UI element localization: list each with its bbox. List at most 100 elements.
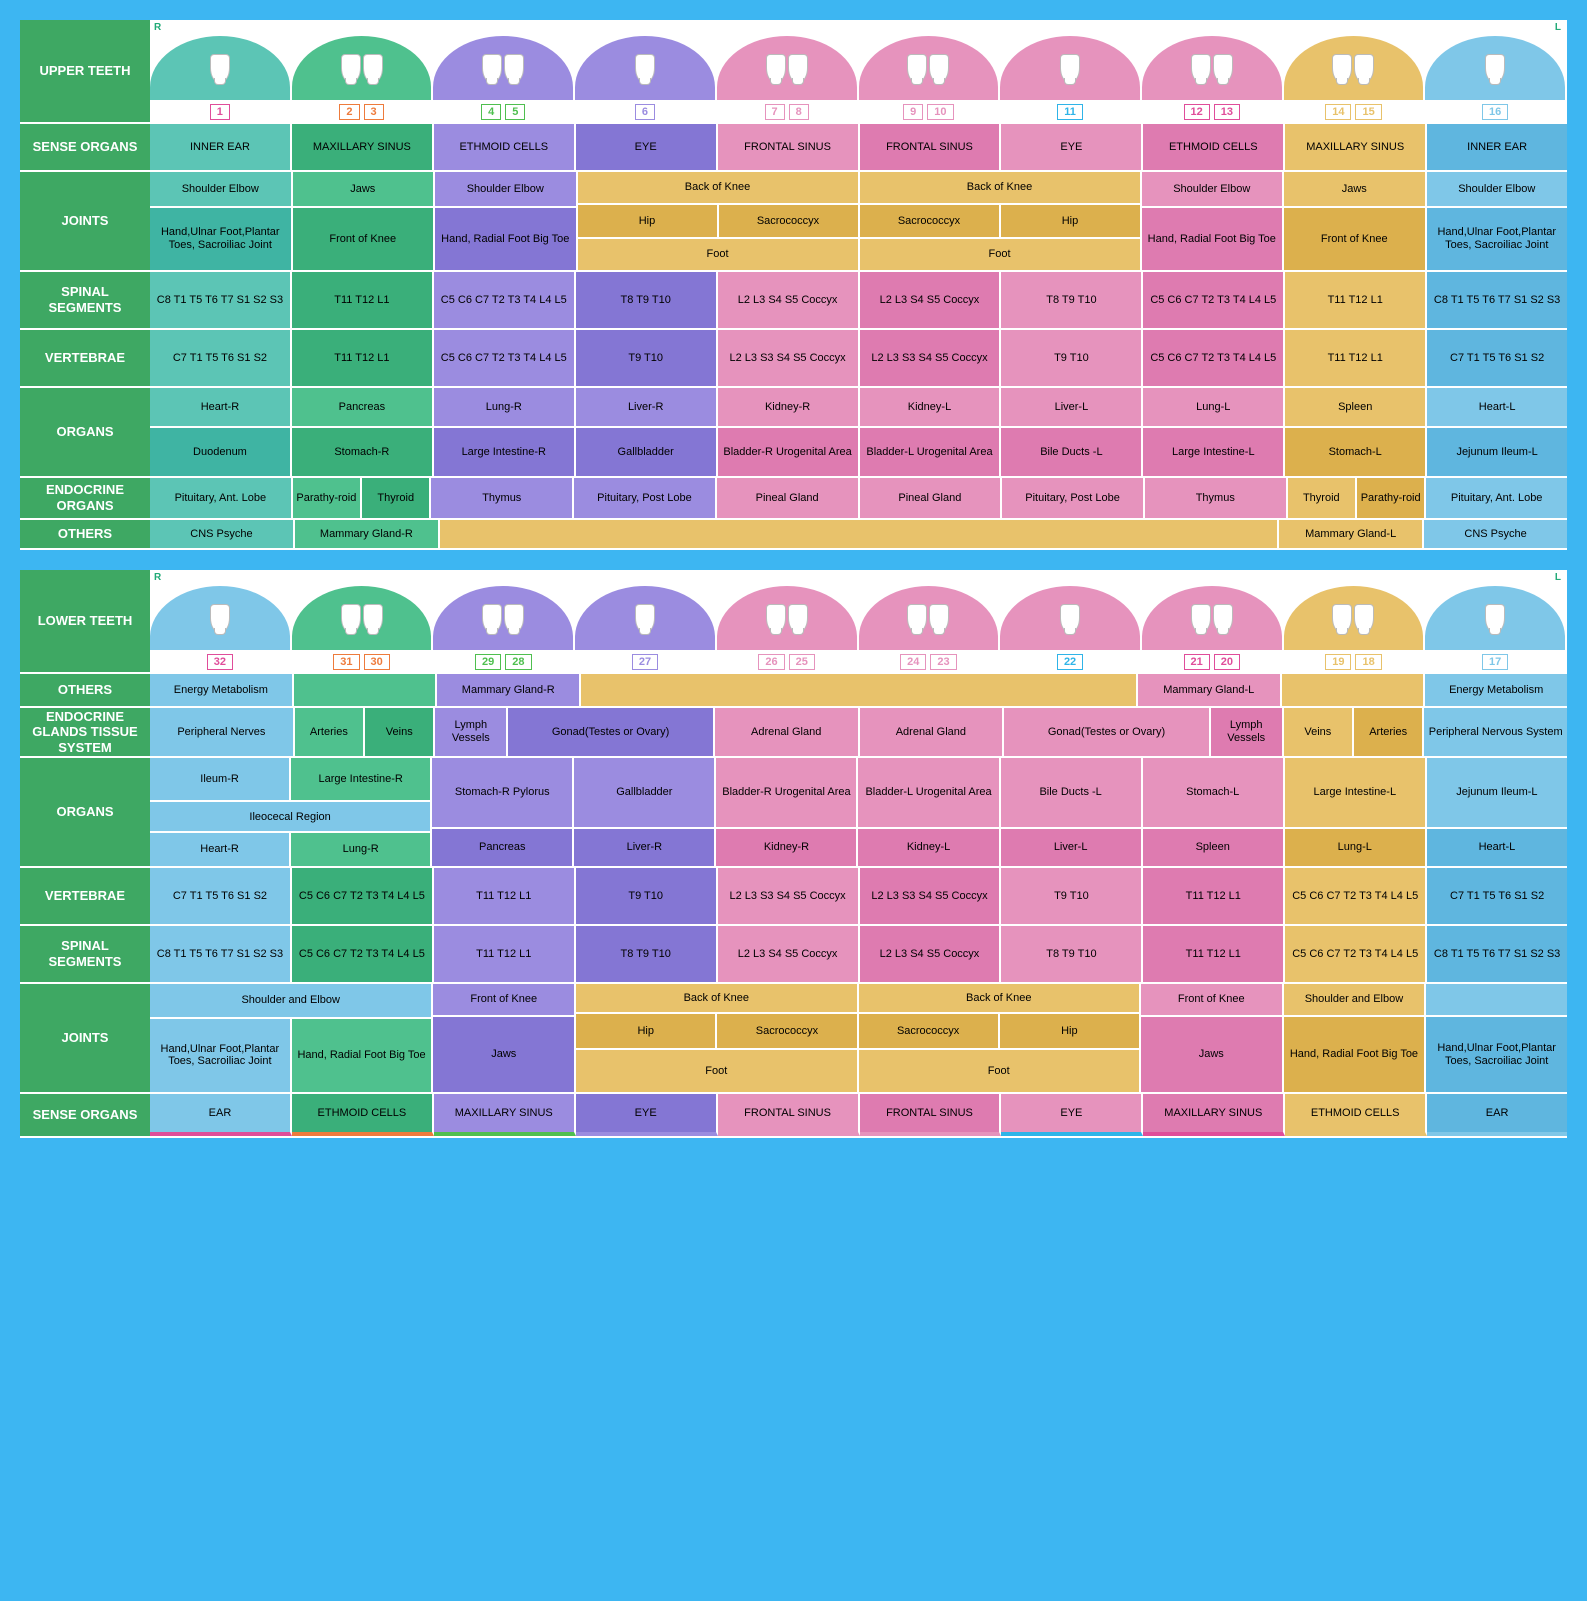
cell: Ileocecal Region [150,802,430,833]
sense-row: EARETHMOID CELLSMAXILLARY SINUSEYEFRONTA… [150,1094,1567,1138]
endocrine-row: Pituitary, Ant. Lobe Parathy-roid Thyroi… [150,478,1567,520]
cell: Shoulder and Elbow [150,984,431,1019]
tooth-slot [1000,570,1142,650]
cell: T11 T12 L1 [434,926,576,982]
cell: T9 T10 [1001,330,1143,386]
tooth-icon [929,604,949,632]
cell: Hand,Ulnar Foot,Plantar Toes, Sacroiliac… [1426,1017,1567,1092]
cell: C5 C6 C7 T2 T3 T4 L4 L5 [292,926,434,982]
cell: L2 L3 S3 S4 S5 Coccyx [718,868,860,924]
tooth-number: 5 [505,104,525,120]
tooth-number: 17 [1482,654,1508,670]
tooth-slot [292,20,434,100]
cell: C7 T1 T5 T6 S1 S2 [1427,868,1567,924]
tooth-icon [1332,54,1352,82]
tooth-slot [1284,570,1426,650]
tooth-icon [907,604,927,632]
cell: Pituitary, Post Lobe [574,478,717,518]
lower-title: LOWER TEETH [20,570,150,674]
tooth-number: 24 [900,654,926,670]
tooth-icon [788,54,808,82]
cell: Large Intestine-L [1285,758,1425,829]
tooth-number: 2 [339,104,359,120]
tooth-slot: L [1425,20,1567,100]
cell: Back of Knee [860,172,1140,203]
cell: Heart-L [1427,388,1567,428]
cell: Liver-L [1001,388,1141,428]
cell: Peripheral Nerves [150,708,295,756]
tooth-numbers: 32313029282726252423222120191817 [150,650,1567,674]
cell: C8 T1 T5 T6 T7 S1 S2 S3 [1427,926,1567,982]
cell: Sacrococcyx [717,1014,858,1049]
cell: ETHMOID CELLS [1285,1094,1427,1136]
tooth-number: 18 [1355,654,1381,670]
cell: Bile Ducts -L [1001,758,1141,829]
cell: EYE [1001,1094,1143,1136]
cell: T9 T10 [1001,868,1143,924]
cell: EYE [576,1094,718,1136]
cell: Hand,Ulnar Foot,Plantar Toes, Sacroiliac… [150,1019,292,1092]
cell: Foot [578,239,860,270]
tooth-slot [859,20,1001,100]
cell: C8 T1 T5 T6 T7 S1 S2 S3 [150,926,292,982]
cell: CNS Psyche [150,520,295,548]
cell [1282,674,1426,706]
tooth-slot [859,570,1001,650]
cell: T11 T12 L1 [292,272,434,328]
cell: Front of Knee [433,984,574,1017]
tooth-number: 13 [1214,104,1240,120]
cell: Front of Knee [1141,984,1282,1017]
tooth-slot [1284,20,1426,100]
cell: C7 T1 T5 T6 S1 S2 [150,868,292,924]
tooth-icon [788,604,808,632]
cell: Pineal Gland [860,478,1003,518]
tooth-icon [363,604,383,632]
cell: Mammary Gland-L [1279,520,1424,548]
cell: Mammary Gland-R [295,520,440,548]
cell: Kidney-L [858,829,998,866]
cell: Gallbladder [576,428,716,476]
tooth-number: 10 [927,104,953,120]
tooth-number: 14 [1325,104,1351,120]
cell: T11 T12 L1 [1143,868,1285,924]
tooth-icon [1213,604,1233,632]
cell: Jejunum Ileum-L [1427,428,1567,476]
cell: MAXILLARY SINUS [1285,124,1427,170]
cell: C8 T1 T5 T6 T7 S1 S2 S3 [150,272,292,328]
cell: Shoulder Elbow [150,172,291,208]
tooth-number: 23 [930,654,956,670]
tooth-number: 9 [903,104,923,120]
cell: CNS Psyche [1424,520,1567,548]
tooth-icon [766,604,786,632]
cell: Heart-L [1427,829,1567,866]
cell: T8 T9 T10 [576,926,718,982]
cell: T11 T12 L1 [434,868,576,924]
cell: MAXILLARY SINUS [434,1094,576,1136]
cell: INNER EAR [150,124,292,170]
tooth-number: 27 [632,654,658,670]
cell: L2 L3 S4 S5 Coccyx [718,272,860,328]
cell: Hip [578,205,719,236]
cell: Stomach-L [1143,758,1283,829]
cell: Kidney-L [860,388,1000,428]
spinal-row: C8 T1 T5 T6 T7 S1 S2 S3T11 T12 L1 C5 C6 C… [150,272,1567,330]
cell: Arteries [1354,708,1422,756]
cell: Heart-R [150,833,291,866]
cell: Mammary Gland-L [1138,674,1282,706]
upper-title: UPPER TEETH [20,20,150,124]
row-label: OTHERS [20,674,150,708]
row-label: ENDOCRINE GLANDS TISSUE SYSTEM [20,708,150,758]
row-label: ENDOCRINE ORGANS [20,478,150,520]
cell: Bile Ducts -L [1001,428,1141,476]
teeth-row: RL [150,570,1567,650]
tooth-numbers: 12345678910111213141516 [150,100,1567,124]
tooth-number: 16 [1482,104,1508,120]
cell: Bladder-L Urogenital Area [860,428,1000,476]
tooth-icon [482,54,502,82]
cell: Pineal Gland [717,478,860,518]
tooth-icon [1354,604,1374,632]
others-row: Energy Metabolism Mammary Gland-R Mammar… [150,674,1567,708]
cell: Shoulder and Elbow [1284,984,1425,1017]
cell: C5 C6 C7 T2 T3 T4 L4 L5 [1143,272,1285,328]
row-label: OTHERS [20,520,150,550]
